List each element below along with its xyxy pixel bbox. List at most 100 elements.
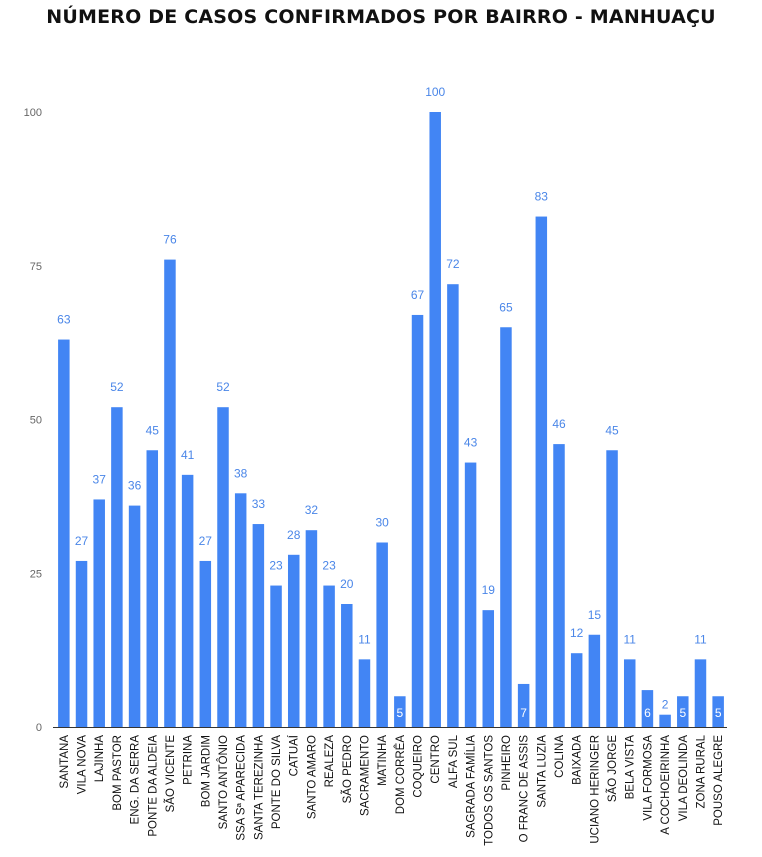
- x-tick-label: LAJINHA: [94, 735, 106, 783]
- x-tick-label: ENG. DA SERRA: [130, 735, 142, 825]
- bar-value-label: 32: [305, 503, 319, 517]
- bar: [394, 696, 406, 727]
- x-tick-label: SANTO AMARO: [306, 735, 318, 819]
- x-tick-label: TODOS OS SANTOS: [483, 735, 495, 846]
- x-tick-label: PETRINA: [183, 735, 195, 785]
- bar: [570, 653, 583, 727]
- bar-value-label: 33: [252, 497, 266, 511]
- x-tick-label: CENTRO: [430, 735, 442, 784]
- bar: [500, 327, 512, 727]
- bar: [323, 585, 335, 727]
- bar-value-label: 41: [181, 448, 195, 462]
- bar: [659, 714, 671, 727]
- x-tick-label: BOM JARDIM: [200, 735, 212, 807]
- bar-value-label: 5: [715, 706, 722, 720]
- bar-value-label: 28: [287, 528, 301, 542]
- x-tick-label: PONTE DO SILVA: [271, 735, 283, 829]
- bar: [305, 530, 318, 727]
- bar-value-label: 37: [93, 472, 107, 486]
- bar: [93, 499, 105, 727]
- bar-value-label: 72: [446, 257, 460, 271]
- bar-value-label: 45: [605, 423, 619, 437]
- x-tick-label: SANTA TEREZINHA: [253, 735, 265, 840]
- bar: [128, 505, 141, 727]
- x-tick-label: BELA VISTA: [625, 735, 637, 800]
- bar: [75, 560, 88, 727]
- bar: [429, 112, 441, 727]
- bar-value-label: 52: [216, 380, 230, 394]
- bar-value-label: 67: [411, 288, 425, 302]
- bar-value-label: 2: [662, 698, 669, 712]
- x-tick-label: SAGRADA FAMÍLIA: [465, 735, 478, 838]
- bar: [376, 542, 388, 727]
- x-tick-label: MATINHA: [377, 735, 389, 786]
- x-tick-label: SÃO VICENTE: [164, 735, 177, 813]
- bar: [641, 690, 654, 727]
- x-tick-label: SANTA LUZIA: [536, 735, 548, 808]
- bar-value-label: 76: [163, 233, 177, 247]
- bar-value-label: 45: [146, 423, 160, 437]
- bar-value-label: 100: [425, 85, 445, 99]
- bar-value-label: 23: [322, 559, 336, 573]
- bar-value-label: 30: [375, 516, 389, 530]
- bar: [111, 407, 123, 727]
- bar: [270, 585, 282, 727]
- bar-value-label: 5: [679, 706, 686, 720]
- x-tick-label: A COCHOEIRINHA: [660, 735, 672, 835]
- bar: [411, 314, 424, 727]
- bar: [181, 474, 194, 727]
- bar: [287, 554, 300, 727]
- bar-value-label: 11: [694, 632, 707, 646]
- bar: [341, 604, 353, 727]
- x-tick-label: SANTO ANTÔNIO: [217, 735, 230, 829]
- chart-title: NÚMERO DE CASOS CONFIRMADOS POR BAIRRO -…: [46, 6, 716, 28]
- bar: [464, 462, 477, 727]
- x-tick-label: VILA FORMOSA: [642, 735, 654, 821]
- bar-value-label: 12: [570, 626, 584, 640]
- bar: [677, 696, 689, 727]
- bar: [199, 560, 212, 727]
- bar-value-label: 38: [234, 466, 248, 480]
- y-axis-tick-labels: 0 25 50 75 100: [24, 107, 42, 734]
- x-tick-label: BAIXADA: [572, 735, 584, 785]
- bar: [217, 407, 229, 727]
- x-tick-label: POUSO ALEGRE: [713, 735, 725, 826]
- bar: [358, 659, 371, 727]
- value-labels: 6327375236457641275238332328322320113056…: [57, 85, 722, 720]
- bar: [517, 683, 530, 727]
- bars: [58, 112, 724, 728]
- y-tick-label: 0: [36, 722, 42, 734]
- x-tick-label: O FRANC DE ASSIS: [519, 735, 531, 843]
- bar-value-label: 11: [358, 632, 371, 646]
- bar-value-label: 19: [482, 583, 496, 597]
- x-tick-label: SÃO JORGE: [606, 735, 619, 802]
- y-tick-label: 75: [30, 261, 42, 273]
- y-tick-label: 25: [30, 568, 42, 580]
- y-tick-label: 50: [30, 415, 42, 427]
- bar: [58, 339, 70, 727]
- bar-value-label: 46: [552, 417, 566, 431]
- bar: [535, 216, 548, 728]
- bar: [234, 493, 247, 727]
- bar-value-label: 27: [75, 534, 89, 548]
- x-tick-label: UCIANO HERINGER: [589, 735, 601, 844]
- x-tick-label: PINHEIRO: [501, 735, 513, 791]
- bar: [482, 610, 495, 727]
- x-tick-label: DOM CORRÊA: [394, 735, 407, 815]
- bar: [447, 284, 459, 727]
- bar: [146, 450, 159, 727]
- bar-value-label: 5: [396, 706, 403, 720]
- bar-value-label: 27: [199, 534, 213, 548]
- x-axis-tick-labels: SANTANA VILA NOVA LAJINHA BOM PASTOR ENG. DA…: [59, 734, 725, 846]
- bar-value-label: 23: [269, 559, 283, 573]
- bar-value-label: 6: [644, 706, 651, 720]
- x-tick-label: COLINA: [554, 735, 566, 778]
- x-tick-label: VILA DEOLINDA: [678, 735, 690, 822]
- bar: [252, 524, 265, 727]
- x-tick-label: SÃO PEDRO: [341, 735, 354, 803]
- bar-value-label: 15: [588, 608, 602, 622]
- bar-value-label: 11: [624, 632, 637, 646]
- bar-value-label: 65: [499, 300, 513, 314]
- bar-value-label: 36: [128, 479, 142, 493]
